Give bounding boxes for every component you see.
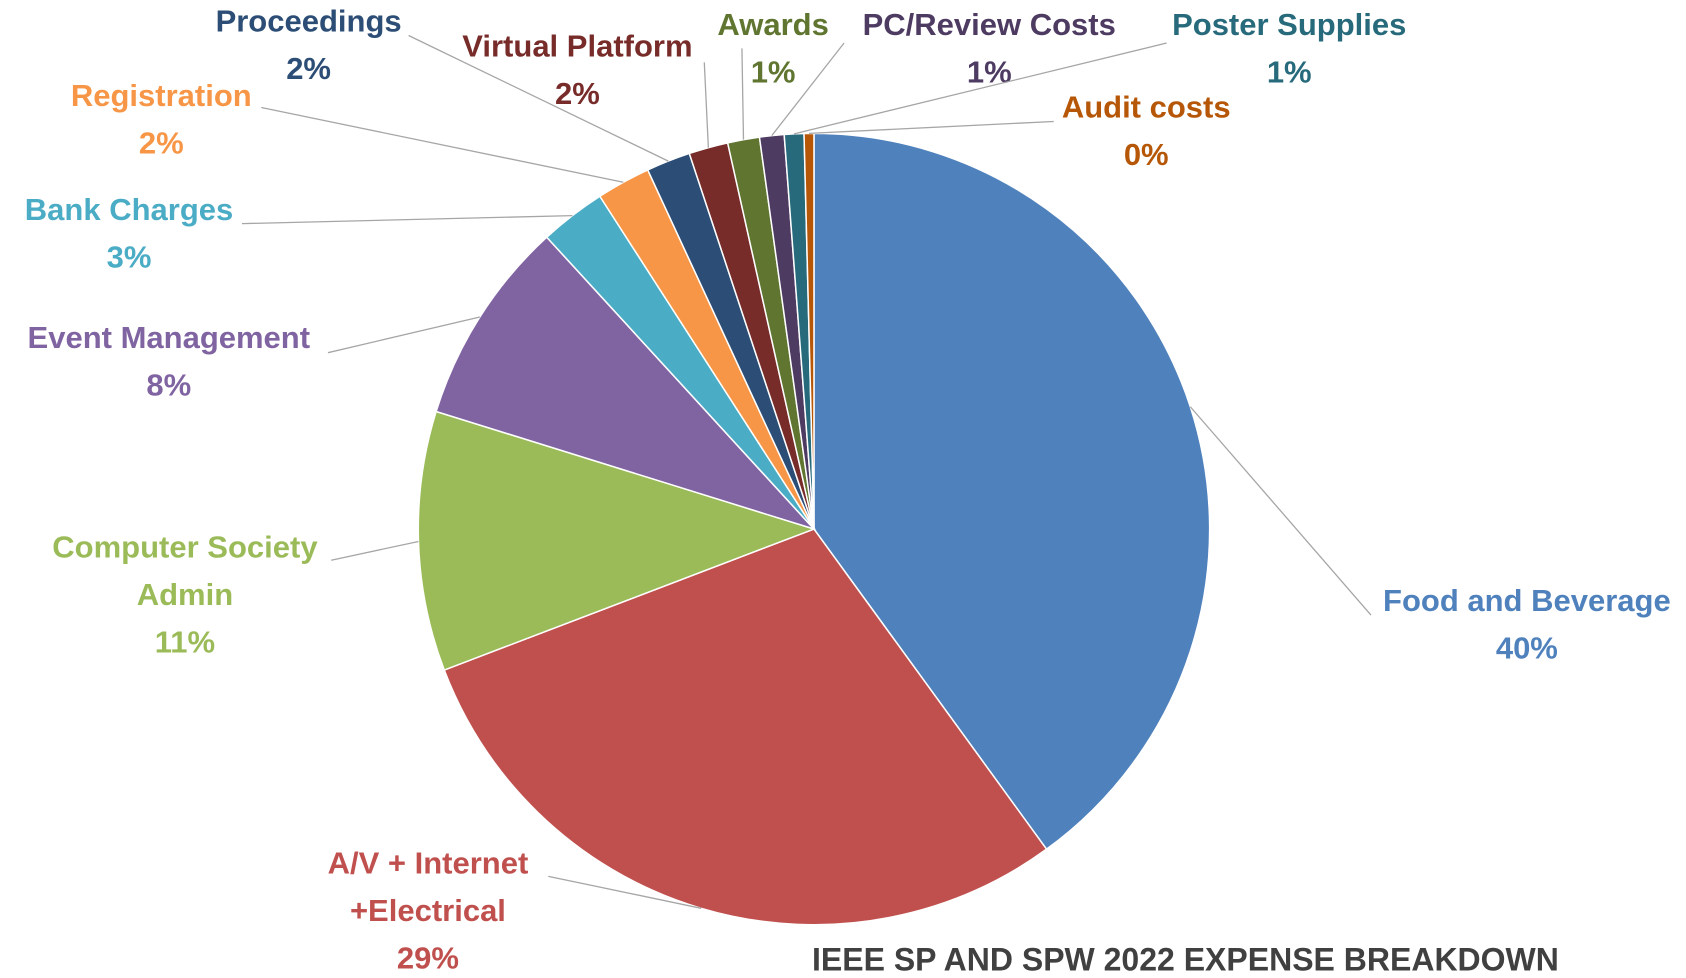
leader-line xyxy=(741,48,745,140)
label-line: Computer Society xyxy=(52,530,318,565)
slice-value-label: 1% xyxy=(751,54,796,89)
label-line: Proceedings xyxy=(216,4,402,39)
label-line: A/V + Internet xyxy=(328,846,529,881)
leader-line xyxy=(548,875,702,909)
label-line: Poster Supplies xyxy=(1172,7,1406,42)
leader-line xyxy=(261,106,624,183)
slice-label: Bank Charges xyxy=(25,192,233,227)
slice-value-label: 40% xyxy=(1496,631,1558,666)
slice-value-label: 8% xyxy=(146,367,191,402)
label-line: Event Management xyxy=(28,320,311,355)
leader-line xyxy=(793,42,1167,135)
slice-value-label: 29% xyxy=(397,940,459,975)
leader-line xyxy=(331,540,419,561)
pie-slice xyxy=(417,410,817,672)
labels: Food and Beverage 40% A/V + Internet +Elect… xyxy=(25,4,1671,976)
leader-line xyxy=(241,214,573,225)
slice-label: Virtual Platform xyxy=(462,29,692,64)
leader-line xyxy=(408,34,669,162)
leader-line xyxy=(327,316,481,354)
label-line: Admin xyxy=(137,577,233,612)
pie-slice xyxy=(813,132,1211,851)
slice-label: Computer Society Admin xyxy=(52,530,318,612)
label-line: Bank Charges xyxy=(25,192,233,227)
pie-slice xyxy=(435,236,817,531)
chart-title: IEEE SP AND SPW 2022 EXPENSE BREAKDOWN xyxy=(812,941,1559,977)
label-line: Food and Beverage xyxy=(1383,583,1671,618)
slice-label: Event Management xyxy=(28,320,311,355)
leader-line xyxy=(808,120,1054,135)
slice-label: Poster Supplies xyxy=(1172,7,1406,42)
slice-value-label: 2% xyxy=(555,76,600,111)
slice-value-label: 0% xyxy=(1124,137,1169,172)
slice-label: Registration xyxy=(71,78,252,113)
slice-value-label: 2% xyxy=(286,51,331,86)
label-line: Virtual Platform xyxy=(462,29,692,64)
slice-label: Food and Beverage xyxy=(1383,583,1671,618)
label-line: Awards xyxy=(717,7,828,42)
label-line: +Electrical xyxy=(350,893,506,928)
label-line: PC/Review Costs xyxy=(863,7,1116,42)
slices xyxy=(417,132,1211,926)
leader-line xyxy=(703,62,710,148)
slice-value-label: 1% xyxy=(967,54,1012,89)
leader-line xyxy=(1189,406,1372,616)
label-line: Registration xyxy=(71,78,252,113)
leader-line xyxy=(771,42,845,136)
slice-label: A/V + Internet +Electrical xyxy=(328,846,529,928)
slice-label: Proceedings xyxy=(216,4,402,39)
slice-label: Audit costs xyxy=(1062,90,1231,125)
slice-value-label: 1% xyxy=(1267,54,1312,89)
label-line: Audit costs xyxy=(1062,90,1231,125)
slice-value-label: 11% xyxy=(155,624,215,659)
slice-label: Awards xyxy=(717,7,828,42)
slice-label: PC/Review Costs xyxy=(863,7,1116,42)
slice-value-label: 3% xyxy=(107,239,152,274)
slice-value-label: 2% xyxy=(139,125,184,160)
